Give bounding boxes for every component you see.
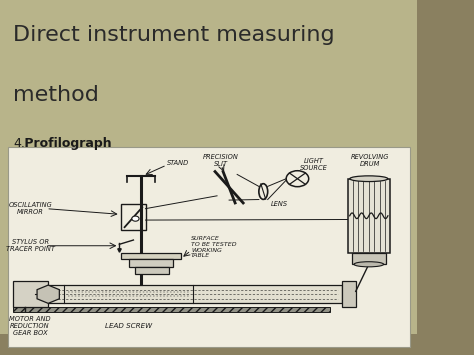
Text: Profilograph: Profilograph: [20, 137, 111, 150]
Bar: [120, 204, 146, 230]
Bar: [120, 253, 181, 258]
Bar: [417, 0, 474, 355]
Text: LEAD SCREW: LEAD SCREW: [105, 323, 152, 329]
Text: SURFACE
TO BE TESTED
WORKING
TABLE: SURFACE TO BE TESTED WORKING TABLE: [191, 236, 237, 258]
Bar: [13, 307, 329, 312]
Bar: [8, 147, 410, 347]
Bar: [348, 179, 390, 253]
Bar: [48, 285, 342, 304]
Bar: [135, 267, 169, 274]
Text: REVOLVING
DRUM: REVOLVING DRUM: [351, 154, 389, 166]
Text: STAND: STAND: [167, 160, 189, 166]
Text: PRECISION
SLIT: PRECISION SLIT: [203, 154, 239, 166]
Text: 4.: 4.: [13, 137, 25, 150]
Bar: [0, 334, 417, 355]
Bar: [352, 253, 386, 264]
Text: method: method: [13, 85, 99, 105]
Text: STYLUS OR
TRACER POINT: STYLUS OR TRACER POINT: [6, 239, 55, 252]
Ellipse shape: [350, 176, 388, 181]
Circle shape: [132, 216, 139, 221]
Bar: [128, 258, 173, 267]
Text: MOTOR AND
REDUCTION
GEAR BOX: MOTOR AND REDUCTION GEAR BOX: [9, 316, 51, 335]
Text: LENS: LENS: [271, 201, 289, 207]
Ellipse shape: [354, 262, 383, 267]
Bar: [342, 282, 356, 307]
Bar: [13, 282, 48, 307]
Text: Direct instrument measuring: Direct instrument measuring: [13, 25, 335, 45]
Text: OSCILLATING
MIRROR: OSCILLATING MIRROR: [8, 202, 52, 215]
Text: LIGHT
SOURCE: LIGHT SOURCE: [300, 158, 328, 171]
